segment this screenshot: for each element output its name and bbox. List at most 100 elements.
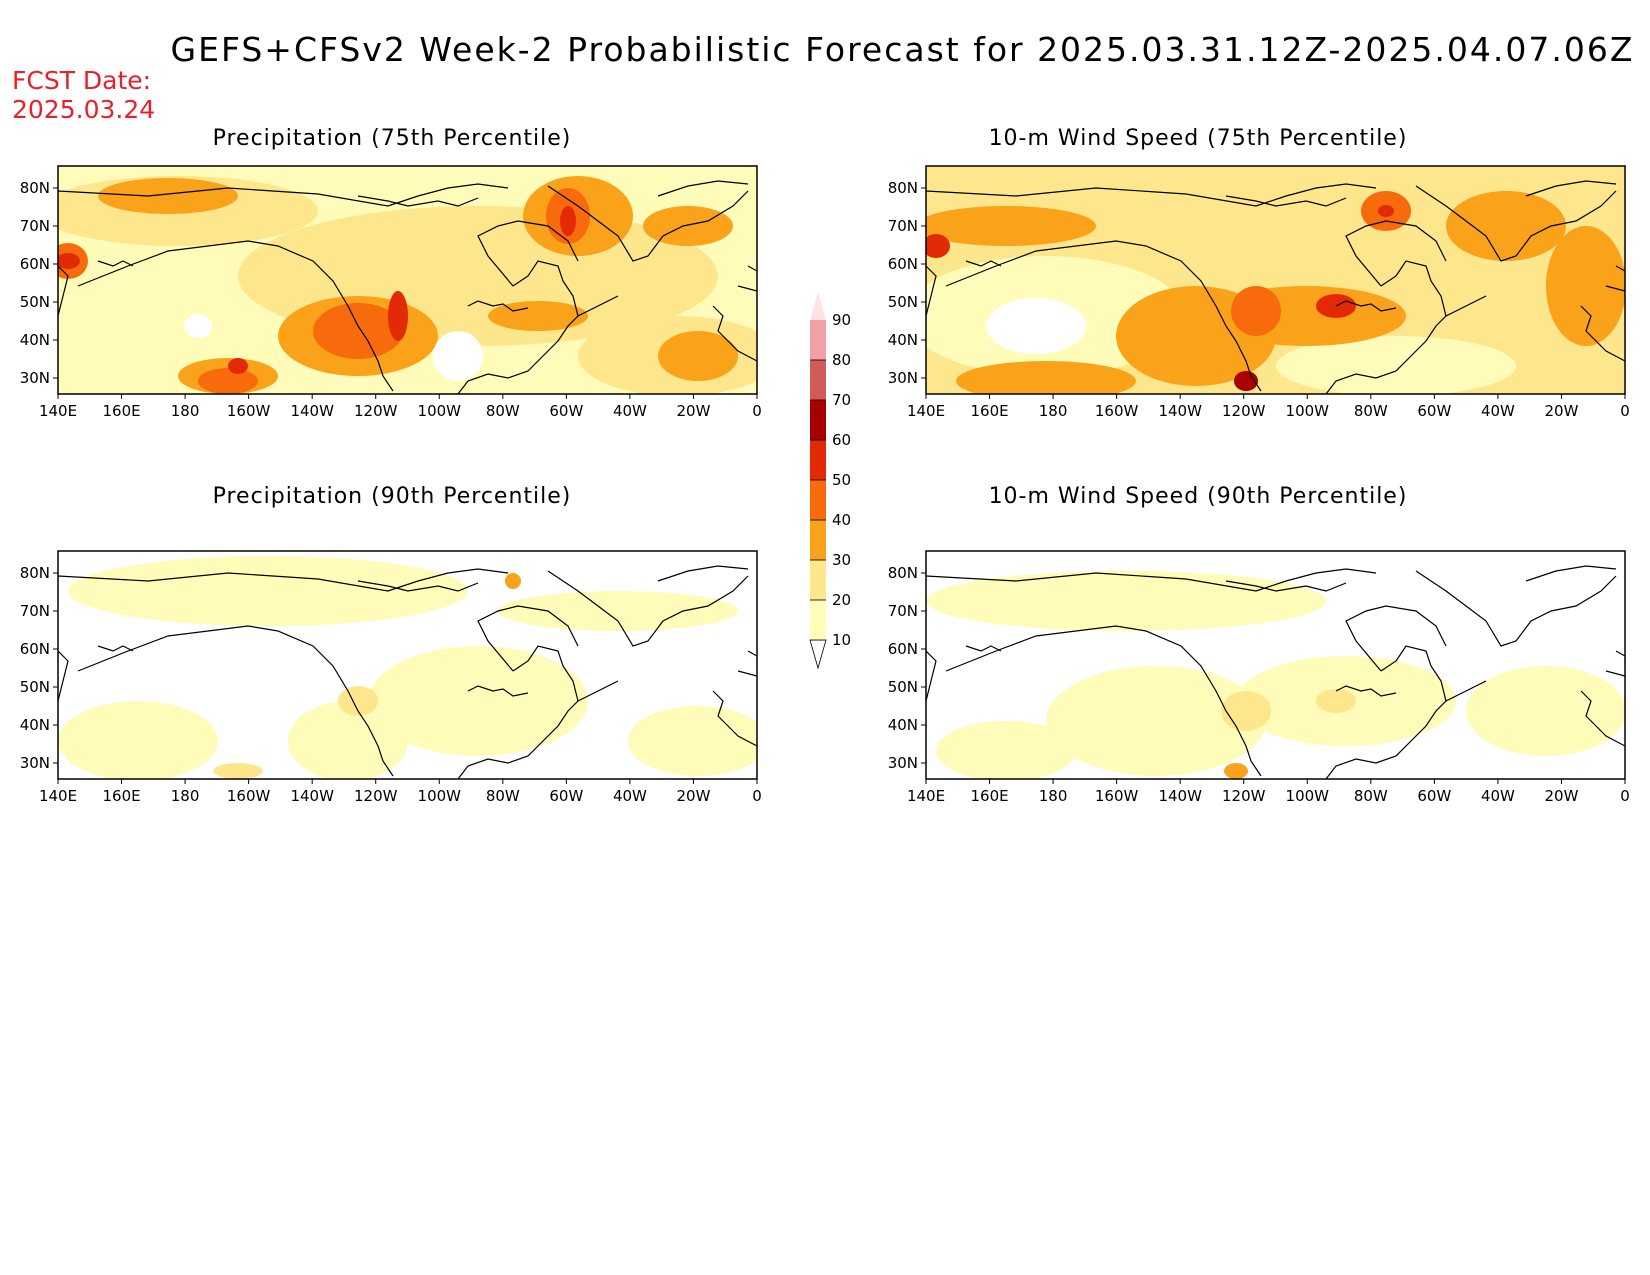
coastline bbox=[945, 625, 1262, 777]
y-tick-label: 60N bbox=[888, 640, 918, 658]
coastline bbox=[945, 240, 1262, 392]
y-tick-label: 40N bbox=[20, 331, 50, 349]
x-tick-label: 0 bbox=[1620, 787, 1630, 805]
coastline bbox=[512, 645, 579, 702]
x-tick-label: 140W bbox=[1158, 787, 1202, 805]
shaded-region bbox=[1378, 205, 1394, 217]
coastline bbox=[712, 690, 757, 747]
x-tick-label: 60W bbox=[1417, 402, 1451, 420]
coastline bbox=[737, 265, 757, 292]
map-wind-75 bbox=[925, 165, 1626, 395]
y-tick-label: 80N bbox=[20, 564, 50, 582]
x-tick-label: 0 bbox=[752, 787, 762, 805]
shaded-region bbox=[1316, 689, 1356, 713]
map-frame bbox=[925, 165, 1626, 395]
y-tick-label: 80N bbox=[20, 179, 50, 197]
x-tick-label: 100W bbox=[418, 787, 462, 805]
x-tick-label: 60W bbox=[1417, 787, 1451, 805]
x-tick-label: 120W bbox=[354, 402, 398, 420]
shaded-region bbox=[433, 331, 483, 381]
map-frame bbox=[57, 165, 758, 395]
forecast-date-value: 2025.03.24 bbox=[12, 95, 156, 124]
x-tick-label: 60W bbox=[549, 787, 583, 805]
shaded-region bbox=[184, 314, 212, 338]
coastline bbox=[1380, 260, 1447, 317]
shaded-region bbox=[228, 358, 248, 374]
coastline bbox=[97, 645, 134, 652]
coastline bbox=[58, 265, 69, 317]
x-tick-label: 160E bbox=[970, 787, 1008, 805]
legend-swatch bbox=[810, 600, 826, 640]
shaded-region bbox=[198, 368, 258, 394]
shaded-region bbox=[1221, 691, 1271, 731]
shaded-region bbox=[388, 291, 408, 341]
panel-title-wind-75: 10-m Wind Speed (75th Percentile) bbox=[988, 126, 1408, 151]
map-precip-75 bbox=[57, 165, 758, 395]
coastline bbox=[965, 645, 1002, 652]
map-frame bbox=[925, 550, 1626, 780]
coastline bbox=[1325, 680, 1487, 779]
y-tick-label: 70N bbox=[888, 602, 918, 620]
legend-bottom-tip bbox=[809, 639, 827, 670]
x-tick-label: 100W bbox=[1286, 402, 1330, 420]
y-tick-label: 30N bbox=[20, 369, 50, 387]
coastline bbox=[77, 625, 394, 777]
shaded-region bbox=[1446, 191, 1566, 261]
x-tick-label: 60W bbox=[549, 402, 583, 420]
y-tick-label: 40N bbox=[888, 331, 918, 349]
color-legend: 10 20 30 40 50 60 70 80 90 bbox=[809, 292, 851, 670]
y-tick-label: 50N bbox=[888, 293, 918, 311]
coastline bbox=[477, 220, 579, 287]
shaded-region bbox=[68, 556, 468, 626]
x-tick-label: 160E bbox=[970, 402, 1008, 420]
coastline bbox=[1580, 690, 1625, 747]
x-tick-label: 160E bbox=[102, 787, 140, 805]
x-tick-label: 100W bbox=[418, 402, 462, 420]
shaded-region bbox=[98, 178, 238, 214]
shaded-region bbox=[313, 303, 403, 359]
coastline bbox=[1225, 195, 1347, 207]
shaded-region bbox=[1276, 336, 1516, 394]
coastline bbox=[467, 300, 529, 312]
y-tick-label: 60N bbox=[20, 640, 50, 658]
x-tick-label: 140E bbox=[907, 402, 945, 420]
legend-label: 50 bbox=[832, 471, 851, 489]
coastline bbox=[657, 565, 749, 582]
panel-title-precip-75: Precipitation (75th Percentile) bbox=[212, 126, 572, 151]
y-tick-label: 40N bbox=[20, 716, 50, 734]
legend-label: 70 bbox=[832, 391, 851, 409]
axes-precip-90: 140E 160E 180 160W 140W 120W 100W 80W 60W 40W 20W 0… bbox=[20, 564, 762, 805]
shaded-region bbox=[936, 721, 1076, 779]
legend-swatch bbox=[810, 520, 826, 560]
shaded-region bbox=[658, 331, 738, 381]
map-wind-90 bbox=[925, 550, 1626, 780]
figure-title: GEFS+CFSv2 Week-2 Probabilistic Forecast… bbox=[170, 30, 1635, 69]
coastline bbox=[1325, 295, 1487, 394]
legend-label: 90 bbox=[832, 311, 851, 329]
shaded-region bbox=[1231, 286, 1281, 336]
y-tick-label: 50N bbox=[888, 678, 918, 696]
y-tick-label: 40N bbox=[888, 716, 918, 734]
coastline-layer bbox=[926, 565, 1625, 779]
y-tick-label: 80N bbox=[888, 564, 918, 582]
shading-layer bbox=[58, 551, 757, 779]
coastline bbox=[1580, 305, 1625, 362]
legend-swatch bbox=[810, 320, 826, 360]
x-tick-label: 160W bbox=[227, 402, 271, 420]
x-tick-label: 140W bbox=[1158, 402, 1202, 420]
panel-title-wind-90: 10-m Wind Speed (90th Percentile) bbox=[988, 484, 1408, 509]
coastline bbox=[467, 685, 529, 697]
x-tick-label: 80W bbox=[1354, 402, 1388, 420]
coastline bbox=[737, 650, 757, 677]
shaded-region bbox=[956, 361, 1136, 394]
axes-wind-75: 140E 160E 180 160W 140W 120W 100W 80W 60W 40W 20W 0… bbox=[888, 179, 1630, 420]
map-precip-90 bbox=[57, 550, 758, 780]
coastline bbox=[1225, 580, 1347, 592]
y-tick-label: 30N bbox=[20, 754, 50, 772]
y-tick-label: 80N bbox=[888, 179, 918, 197]
shaded-region bbox=[926, 234, 950, 258]
coastline bbox=[547, 570, 749, 647]
y-tick-label: 70N bbox=[888, 217, 918, 235]
shaded-region bbox=[1234, 371, 1258, 391]
coastline bbox=[712, 305, 757, 362]
